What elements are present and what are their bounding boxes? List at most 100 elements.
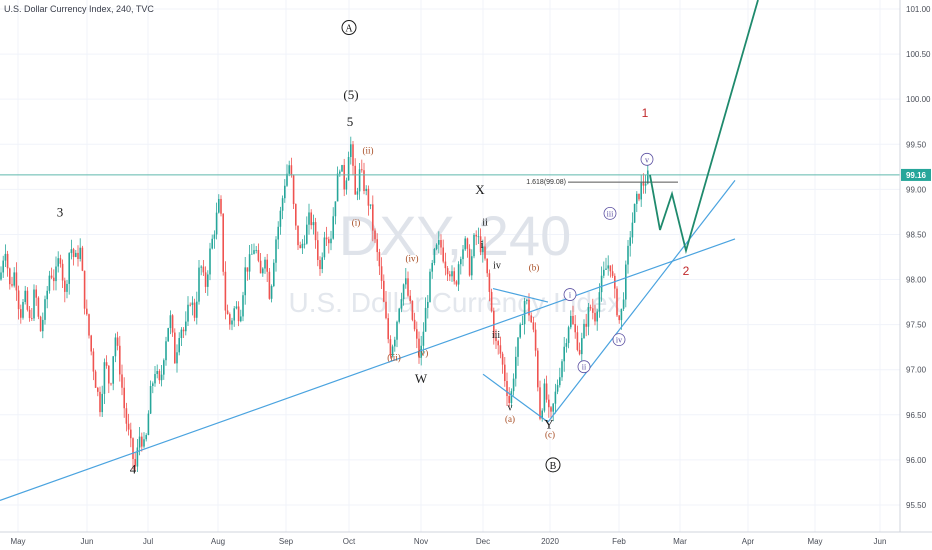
candle-body <box>125 408 128 424</box>
y-tick-label: 99.00 <box>906 185 927 194</box>
candle-body <box>405 278 407 285</box>
candle-body <box>48 275 51 291</box>
candle-body <box>358 169 361 192</box>
candle-body <box>319 259 321 270</box>
candle-body <box>583 323 585 339</box>
candle-body <box>506 381 508 397</box>
candle-body <box>156 371 158 375</box>
x-tick-label: Jun <box>81 537 94 546</box>
candle-body <box>446 268 449 275</box>
candle-body <box>427 301 429 308</box>
candle-body <box>132 438 134 460</box>
wave-label: (i) <box>352 217 361 227</box>
candle-body <box>416 329 418 339</box>
candle-body <box>154 374 156 384</box>
x-tick-label: May <box>807 537 822 546</box>
candle-body <box>268 271 271 299</box>
candle-body <box>176 352 178 364</box>
candle-body <box>627 245 629 265</box>
trendline[interactable] <box>0 238 736 502</box>
candle-body <box>336 173 339 202</box>
candle-body <box>244 267 246 296</box>
candle-body <box>473 234 475 257</box>
wave-label-circle <box>640 152 654 166</box>
candle-body <box>570 315 572 328</box>
candle-body <box>77 252 79 259</box>
wave-label: X <box>475 182 485 197</box>
x-tick-label: Feb <box>612 537 626 546</box>
wave-label: 1 <box>642 106 649 120</box>
candle-body <box>636 193 638 204</box>
wave-label: (iii) <box>387 353 401 363</box>
candle-body <box>121 374 123 388</box>
candle-body <box>449 274 451 277</box>
candle-body <box>497 341 499 346</box>
wave-projection-path[interactable] <box>649 0 759 255</box>
candle-body <box>523 300 526 325</box>
candle-body <box>303 243 306 245</box>
price-axis[interactable]: 95.50 96.00 96.50 97.00 97.50 98.00 98.50 99.00… <box>899 0 932 532</box>
candle-body <box>50 275 53 278</box>
candle-body <box>240 316 242 322</box>
y-tick-label: 97.00 <box>906 366 927 375</box>
candle-body <box>257 249 260 261</box>
candle-body <box>123 387 125 409</box>
candle-body <box>59 258 62 264</box>
candle-body <box>431 262 433 272</box>
candle-body <box>334 201 337 217</box>
candle-body <box>545 383 548 400</box>
x-tick-label: Jun <box>874 537 887 546</box>
candle-body <box>400 299 403 309</box>
trendlines[interactable]: 1.618(99.08) <box>0 0 900 502</box>
candle-body <box>114 337 117 357</box>
candle-body <box>592 308 594 313</box>
candle-body <box>372 204 374 231</box>
wave-label-circle <box>577 360 591 374</box>
candle-body <box>20 309 22 318</box>
candle-body <box>99 391 101 413</box>
candle-body <box>563 346 565 362</box>
candle-body <box>189 304 191 306</box>
wave-label-circle <box>341 20 357 36</box>
candle-body <box>532 322 535 330</box>
candle-body <box>108 365 110 384</box>
candle-body <box>88 314 90 336</box>
candle-body <box>55 266 57 282</box>
candle-body <box>211 238 213 249</box>
candle-body <box>484 246 486 259</box>
candle-body <box>101 393 103 413</box>
candle-body <box>552 403 554 412</box>
candle-body <box>642 182 645 186</box>
wave-label: 5 <box>347 114 354 129</box>
candle-body <box>407 278 409 296</box>
trendline[interactable] <box>482 373 549 423</box>
candle-body <box>24 290 26 302</box>
candle-body <box>174 332 176 364</box>
candle-body <box>475 234 477 237</box>
candle-body <box>57 258 59 267</box>
candle-body <box>572 315 574 325</box>
candle-body <box>607 265 609 269</box>
candle-body <box>105 362 108 366</box>
candle-body <box>141 436 143 447</box>
time-axis[interactable]: May Jun Jul Aug Sep Oct Nov Dec 2020 Feb Mar Apr May… <box>0 531 932 550</box>
candle-body <box>438 240 440 245</box>
candle-body <box>345 180 348 190</box>
y-tick-label: 97.50 <box>906 321 927 330</box>
candle-body <box>248 254 251 272</box>
y-tick-label: 98.00 <box>906 276 927 285</box>
candle-body <box>112 356 114 384</box>
candle-body <box>259 260 262 274</box>
candle-body <box>565 343 568 347</box>
candle-body <box>207 274 209 287</box>
trendline[interactable] <box>492 287 549 303</box>
x-tick-label: Oct <box>343 537 356 546</box>
candle-body <box>585 323 587 327</box>
candle-body <box>180 329 183 339</box>
y-tick-label: 100.50 <box>906 50 931 59</box>
candle-body <box>341 165 343 172</box>
trendline[interactable] <box>547 179 736 423</box>
candle-body <box>314 222 317 241</box>
candle-body <box>418 338 420 358</box>
